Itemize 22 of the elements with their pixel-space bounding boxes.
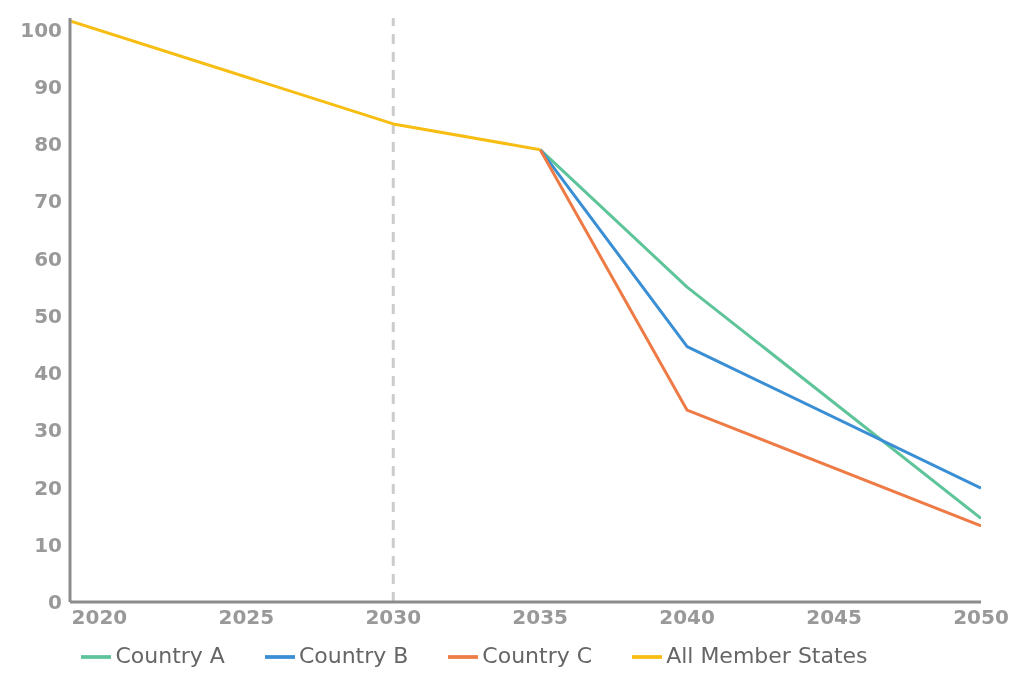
y-tick-label: 30 xyxy=(34,418,62,443)
y-tick-label: 60 xyxy=(34,246,62,271)
y-tick-label: 100 xyxy=(20,17,62,42)
legend-label: All Member States xyxy=(666,643,868,668)
y-tick-label: 70 xyxy=(34,189,62,214)
x-tick-label: 2035 xyxy=(512,605,569,630)
y-tick-label: 10 xyxy=(34,532,62,557)
y-tick-label: 0 xyxy=(48,590,62,615)
y-tick-label: 40 xyxy=(34,361,62,386)
y-tick-label: 80 xyxy=(34,132,62,157)
x-tick-label: 2020 xyxy=(71,605,128,630)
legend-label: Country A xyxy=(115,643,225,668)
x-tick-label: 2030 xyxy=(365,605,422,630)
x-tick-label: 2050 xyxy=(953,605,1009,630)
y-tick-label: 50 xyxy=(34,303,62,328)
y-tick-label: 20 xyxy=(34,475,62,500)
x-tick-label: 2040 xyxy=(659,605,715,630)
legend-label: Country B xyxy=(298,643,409,668)
y-tick-label: 90 xyxy=(34,74,62,99)
x-tick-label: 2045 xyxy=(806,605,862,630)
legend-label: Country C xyxy=(482,643,593,668)
x-tick-label: 2025 xyxy=(218,605,275,630)
